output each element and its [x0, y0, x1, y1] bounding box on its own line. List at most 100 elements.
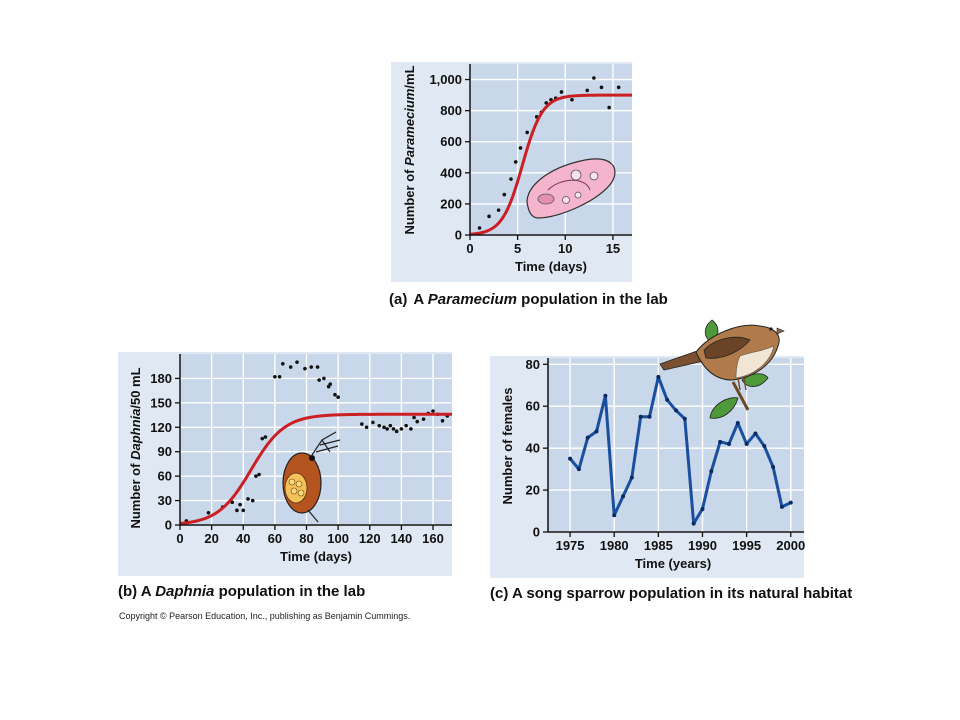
panel-a-x-ticks: 0 5 10 15: [466, 235, 620, 256]
data-point: [502, 192, 507, 197]
song-sparrow-illustration: [659, 319, 785, 419]
data-point: [288, 365, 293, 369]
daphnia-egg: [290, 487, 298, 495]
y-tick-label: 800: [440, 103, 462, 118]
x-tick-label: 1990: [688, 538, 717, 553]
data-point: [235, 508, 239, 513]
data-point: [559, 90, 564, 94]
data-point: [638, 414, 643, 419]
panel-a: 0 5 10 15 0 200 400 600 800 1,000 Time (days) Nu…: [389, 64, 668, 308]
data-point: [303, 366, 307, 371]
panel-c-x-ticks: 1975 1980 1985 1990 1995 2000: [556, 532, 805, 553]
sparrow-leaf: [709, 397, 739, 419]
data-point: [371, 420, 375, 425]
panel-c-y-ticks: 0 20 40 60 80: [526, 357, 548, 540]
data-point: [399, 427, 404, 431]
data-point: [513, 160, 518, 164]
panel-c-data-points: [568, 374, 793, 526]
data-point: [260, 436, 265, 441]
x-tick-label: 1995: [732, 538, 761, 553]
data-point: [412, 415, 416, 420]
data-point: [518, 146, 523, 150]
data-point: [599, 85, 604, 90]
data-point: [544, 101, 549, 105]
x-tick-label: 60: [268, 531, 282, 546]
data-point: [336, 395, 340, 399]
panel-c-x-axis-label: Time (years): [635, 556, 711, 571]
data-point: [525, 130, 529, 135]
paramecium-vacuole: [570, 169, 582, 181]
data-point: [328, 382, 333, 386]
data-point: [674, 408, 678, 413]
data-point: [360, 422, 364, 426]
sparrow-beak: [776, 327, 785, 335]
panel-a-x-axis-label: Time (days): [515, 259, 587, 274]
data-point: [647, 414, 652, 419]
data-point: [364, 425, 369, 430]
daphnia-antenna: [311, 431, 341, 456]
data-point: [385, 427, 389, 431]
data-point: [277, 375, 282, 379]
data-point: [753, 431, 758, 436]
data-point: [295, 360, 299, 364]
y-tick-label: 0: [455, 228, 462, 243]
daphnia-eye: [309, 455, 315, 461]
daphnia-egg: [288, 478, 296, 486]
y-tick-label: 40: [526, 441, 540, 456]
y-tick-label: 60: [526, 399, 540, 414]
data-point: [241, 508, 246, 513]
x-tick-label: 10: [558, 241, 572, 256]
daphnia-egg: [297, 489, 305, 497]
data-point: [709, 469, 714, 474]
data-point: [309, 365, 314, 369]
y-tick-label: 0: [533, 525, 540, 540]
data-point: [665, 397, 670, 402]
panel-b-logistic-curve: [179, 412, 452, 525]
x-tick-label: 120: [359, 531, 381, 546]
panel-a-y-axis-label: Number of Paramecium/mL: [402, 65, 417, 234]
y-tick-label: 0: [165, 518, 172, 533]
data-point: [322, 376, 326, 381]
x-tick-label: 100: [327, 531, 349, 546]
daphnia-egg: [295, 480, 303, 488]
y-tick-label: 1,000: [429, 72, 462, 87]
daphnia-tail-spine: [307, 509, 319, 523]
data-point: [594, 429, 599, 434]
paramecium-oral-groove: [547, 179, 591, 191]
data-point: [431, 409, 435, 413]
data-point: [585, 88, 590, 93]
y-tick-label: 30: [158, 493, 172, 508]
x-tick-label: 140: [391, 531, 413, 546]
data-point: [779, 504, 784, 509]
sparrow-eye: [769, 327, 773, 331]
x-tick-label: 40: [236, 531, 250, 546]
panel-b: 0 20 40 60 80 100 120 140 160 0 30 60 90 120 150 180 T…: [118, 354, 452, 600]
y-tick-label: 80: [526, 357, 540, 372]
data-point: [612, 513, 617, 518]
data-point: [280, 361, 285, 366]
data-point: [616, 85, 621, 90]
panel-b-x-ticks: 0 20 40 60 80 100 120 140 160: [176, 525, 444, 546]
data-point: [257, 472, 261, 477]
data-point: [603, 393, 608, 398]
data-point: [576, 467, 581, 472]
data-point: [477, 226, 482, 230]
y-tick-label: 90: [158, 444, 172, 459]
daphnia-illustration: [282, 431, 341, 523]
x-tick-label: 0: [466, 241, 473, 256]
data-point: [592, 76, 596, 80]
paramecium-illustration: [526, 158, 616, 219]
data-point: [691, 521, 696, 526]
data-point: [263, 435, 268, 439]
x-tick-label: 1985: [644, 538, 673, 553]
paramecium-vacuole: [589, 171, 599, 181]
y-tick-label: 600: [440, 134, 462, 149]
x-tick-label: 160: [422, 531, 444, 546]
panel-b-y-axis-label: Number of Daphnia/50 mL: [128, 367, 143, 528]
panel-c-series-line: [568, 375, 792, 526]
x-tick-label: 80: [299, 531, 313, 546]
panel-c: 1975 1980 1985 1990 1995 2000 0 20 40 60 80 Time …: [490, 319, 852, 602]
x-tick-label: 1980: [600, 538, 629, 553]
x-tick-label: 20: [204, 531, 218, 546]
y-tick-label: 180: [150, 371, 172, 386]
